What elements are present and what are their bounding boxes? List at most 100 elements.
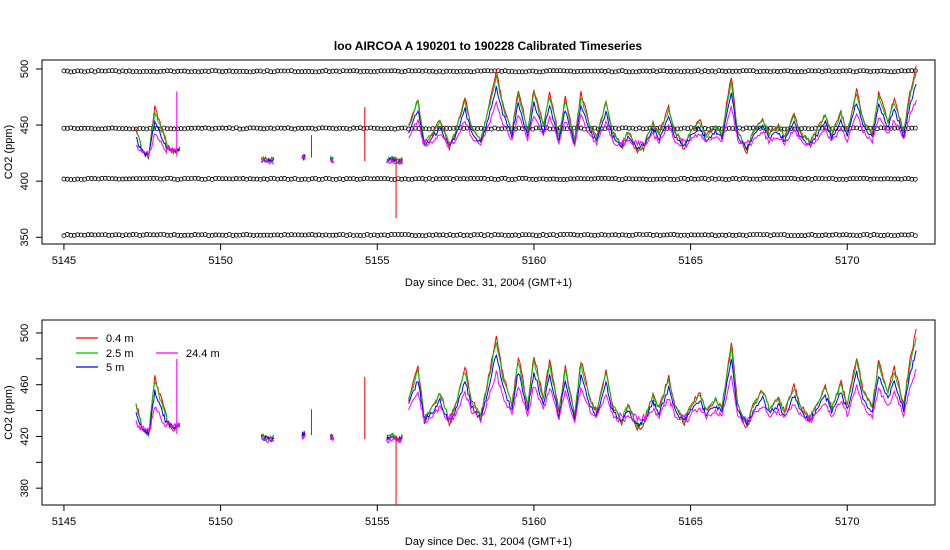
- calibration-point: [437, 68, 443, 74]
- calibration-point: [185, 232, 191, 238]
- y-tick-label: 450: [19, 116, 31, 134]
- calibration-point: [85, 125, 91, 131]
- calibration-point: [464, 232, 470, 238]
- calibration-point: [519, 69, 525, 75]
- series-line: [329, 436, 334, 443]
- calibration-point: [519, 176, 525, 181]
- calibration-point: [216, 176, 222, 181]
- calibration-point: [468, 69, 474, 75]
- calibration-point: [364, 175, 370, 181]
- calibration-point: [757, 125, 763, 131]
- calibration-point: [354, 68, 360, 74]
- calibration-point: [402, 69, 408, 74]
- calibration-point: [120, 176, 125, 182]
- calibration-point: [613, 232, 618, 238]
- calibration-point: [716, 232, 722, 238]
- calibration-point: [688, 176, 694, 181]
- calibration-point: [488, 176, 494, 182]
- calibration-point: [151, 232, 156, 238]
- calibration-point: [492, 231, 498, 237]
- calibration-point: [240, 126, 246, 132]
- calibration-point: [351, 233, 356, 238]
- calibration-point: [857, 176, 863, 181]
- calibration-point: [861, 68, 866, 74]
- calibration-point: [378, 232, 384, 238]
- calibration-point: [657, 176, 663, 182]
- calibration-point: [326, 232, 332, 238]
- calibration-point: [912, 125, 918, 131]
- calibration-point: [461, 233, 467, 238]
- calibration-point: [130, 176, 136, 182]
- calibration-point: [454, 175, 460, 181]
- calibration-point: [774, 176, 780, 181]
- calibration-point: [268, 125, 274, 131]
- calibration-point: [75, 176, 81, 182]
- calibration-point: [716, 68, 722, 74]
- calibration-point: [761, 176, 767, 181]
- calibration-point: [388, 126, 394, 131]
- calibration-point: [561, 68, 567, 74]
- calibration-point: [299, 126, 305, 131]
- calibration-point: [333, 68, 339, 74]
- calibration-point: [385, 126, 391, 131]
- calibration-point: [626, 176, 632, 182]
- calibration-point: [550, 176, 556, 182]
- calibration-point: [195, 69, 201, 75]
- calibration-point: [719, 68, 725, 74]
- calibration-point: [578, 68, 584, 74]
- calibration-point: [799, 126, 804, 132]
- calibration-point: [371, 176, 377, 182]
- calibration-point: [733, 232, 739, 238]
- series-line: [301, 433, 306, 441]
- calibration-point: [575, 176, 580, 181]
- calibration-point: [192, 232, 198, 237]
- calibration-point: [726, 232, 732, 238]
- calibration-point: [606, 176, 611, 182]
- calibration-point: [82, 125, 88, 131]
- calibration-point: [523, 69, 529, 75]
- calibration-point: [768, 176, 773, 182]
- calibration-point: [392, 126, 398, 132]
- calibration-point: [854, 233, 860, 239]
- x-tick-label: 5155: [365, 516, 389, 528]
- calibration-point: [854, 176, 860, 182]
- calibration-point: [223, 176, 229, 182]
- plot-frame: [41, 59, 936, 245]
- calibration-point: [371, 125, 377, 131]
- calibration-point: [526, 232, 532, 238]
- calibration-point: [175, 232, 181, 238]
- calibration-point: [471, 176, 477, 181]
- calibration-point: [423, 126, 429, 132]
- calibration-point: [192, 175, 198, 181]
- calibration-point: [795, 233, 801, 238]
- calibration-point: [85, 68, 91, 74]
- calibration-point: [382, 232, 387, 238]
- calibration-point: [785, 176, 791, 181]
- calibration-point: [71, 233, 77, 238]
- y-tick-label: 420: [19, 427, 31, 445]
- calibration-point: [740, 232, 746, 238]
- calibration-point: [795, 69, 801, 75]
- calibration-point: [905, 176, 911, 181]
- calibration-point: [378, 126, 384, 132]
- calibration-point: [761, 232, 767, 238]
- calibration-point: [158, 68, 163, 74]
- calibration-point: [616, 176, 622, 182]
- calibration-point: [330, 68, 336, 74]
- calibration-point: [268, 69, 274, 75]
- calibration-point: [757, 232, 763, 237]
- legend-label: 0.4 m: [106, 333, 134, 345]
- calibration-point: [178, 233, 184, 238]
- calibration-point: [840, 232, 846, 238]
- calibration-point: [333, 126, 339, 132]
- calibration-point: [833, 68, 839, 74]
- calibration-point: [461, 176, 467, 181]
- calibration-point: [320, 232, 325, 238]
- calibration-point: [802, 176, 808, 182]
- calibration-point: [285, 232, 291, 238]
- calibration-point: [912, 176, 918, 182]
- calibration-point: [337, 176, 343, 182]
- calibration-point: [664, 68, 670, 74]
